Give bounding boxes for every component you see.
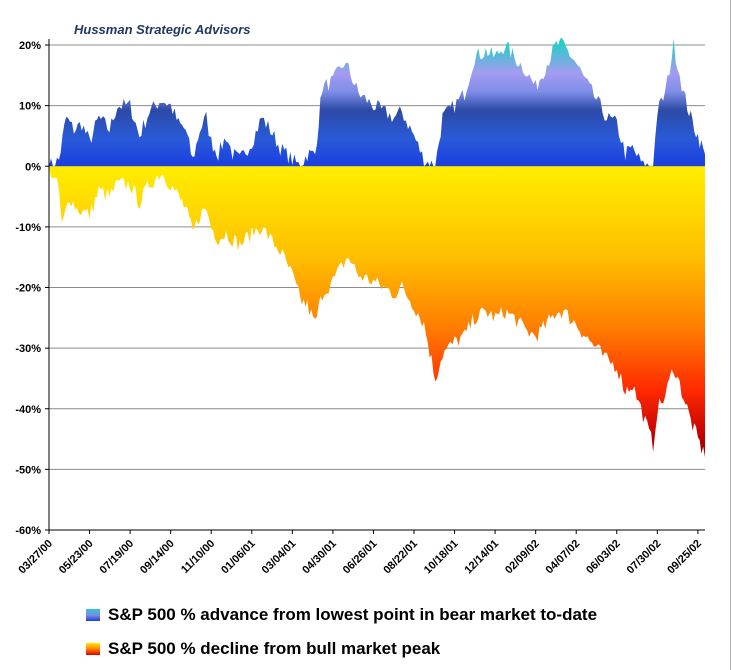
x-tick-label: 08/22/01 <box>381 538 420 577</box>
x-tick-label: 11/10/00 <box>179 538 217 576</box>
axes <box>45 39 705 534</box>
series-advance-area <box>49 37 705 167</box>
y-tick-label: -50% <box>15 464 41 476</box>
y-tick-label: 0% <box>25 161 41 173</box>
series-areas <box>49 37 705 458</box>
y-tick-label: -20% <box>15 283 41 295</box>
x-tick-label: 12/14/01 <box>462 538 501 577</box>
y-tick-label: -40% <box>15 404 41 416</box>
x-tick-label: 01/06/01 <box>219 538 258 577</box>
x-tick-label: 06/26/01 <box>341 538 380 577</box>
watermark-text: Hussman Strategic Advisors <box>74 22 251 37</box>
legend-item-decline: S&P 500 % decline from bull market peak <box>86 632 597 666</box>
legend-label-advance: S&P 500 % advance from lowest point in b… <box>108 605 598 624</box>
x-tick-label: 07/19/00 <box>97 538 136 577</box>
y-tick-label: -10% <box>15 222 41 234</box>
y-tick-label: 10% <box>19 101 41 113</box>
x-tick-label: 04/07/02 <box>544 538 583 577</box>
x-tick-label: 07/30/02 <box>625 538 664 577</box>
legend-item-advance: S&P 500 % advance from lowest point in b… <box>86 598 597 632</box>
x-tick-label: 09/25/02 <box>665 538 704 577</box>
x-tick-label: 09/14/00 <box>138 538 177 577</box>
legend-swatch-decline <box>86 643 100 655</box>
x-tick-label: 06/03/02 <box>584 538 623 577</box>
legend: S&P 500 % advance from lowest point in b… <box>86 598 597 666</box>
y-tick-label: -60% <box>15 525 41 537</box>
x-tick-label: 03/04/01 <box>260 538 299 577</box>
x-tick-label: 10/18/01 <box>422 538 461 577</box>
x-tick-label: 02/09/02 <box>503 538 542 577</box>
series-decline-area <box>49 166 705 458</box>
legend-swatch-advance <box>86 609 100 621</box>
y-tick-label: 20% <box>19 40 41 52</box>
x-tick-label: 04/30/01 <box>300 538 339 577</box>
y-tick-label: -30% <box>15 343 41 355</box>
x-tick-label: 03/27/00 <box>16 538 55 577</box>
legend-label-decline: S&P 500 % decline from bull market peak <box>108 639 441 658</box>
x-tick-label: 05/23/00 <box>57 538 96 577</box>
